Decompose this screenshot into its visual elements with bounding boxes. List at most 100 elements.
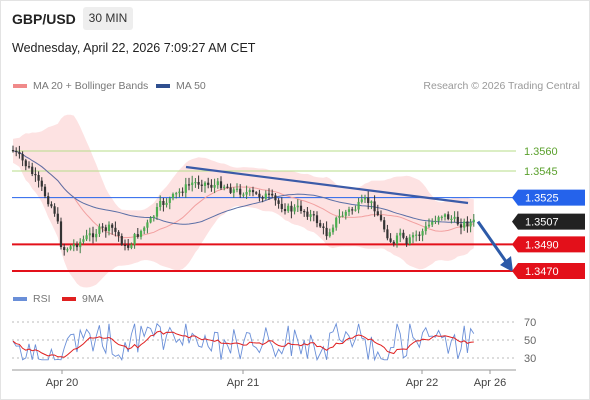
candle-body xyxy=(379,215,383,221)
candle-body xyxy=(139,231,143,237)
candle xyxy=(175,191,178,199)
candle xyxy=(191,175,194,192)
candle-body xyxy=(303,211,306,213)
candle-body xyxy=(91,233,95,238)
forecast-arrow-head xyxy=(500,256,513,272)
candle-body xyxy=(181,191,184,193)
candle xyxy=(171,192,175,201)
candle-body xyxy=(53,206,56,214)
candle xyxy=(344,209,347,220)
candle-body xyxy=(226,186,229,188)
candle-body xyxy=(264,193,267,199)
price-tag-bg-4 xyxy=(512,236,585,253)
candle-body xyxy=(280,203,283,209)
candle xyxy=(219,176,223,190)
price-tag-target: 1.3560 xyxy=(524,146,558,158)
candle-body xyxy=(440,216,443,218)
candle xyxy=(328,228,331,238)
candle-body xyxy=(127,245,130,248)
price-tag-label-4: 1.3490 xyxy=(525,239,559,251)
candle xyxy=(143,226,146,235)
candle xyxy=(136,228,139,239)
candle-body xyxy=(437,217,440,221)
candle-body xyxy=(296,205,299,208)
candle-body xyxy=(383,220,386,230)
candle xyxy=(133,232,136,249)
candle-body xyxy=(66,249,69,251)
candle xyxy=(101,223,104,233)
candle xyxy=(424,221,427,235)
candle xyxy=(98,223,101,237)
candle-body xyxy=(325,227,328,237)
candle xyxy=(95,229,98,242)
candle-body xyxy=(434,220,437,222)
price-tag-label-2: 1.3525 xyxy=(525,193,559,205)
candle-body xyxy=(213,185,216,188)
credit-text: Research © 2026 Trading Central xyxy=(423,80,580,92)
candle-body xyxy=(31,166,34,174)
candle-body xyxy=(88,233,91,236)
candle-body xyxy=(376,211,379,216)
candle-body xyxy=(143,227,146,231)
candle-body xyxy=(111,224,114,228)
candle xyxy=(338,209,341,224)
candle xyxy=(351,207,354,215)
candle xyxy=(251,186,255,197)
candle xyxy=(456,211,459,226)
candle xyxy=(79,238,82,254)
candle-body xyxy=(408,237,411,244)
candle-body xyxy=(315,215,319,224)
candle-body xyxy=(101,226,104,228)
candle-body xyxy=(159,201,162,207)
candle xyxy=(293,204,296,215)
candle xyxy=(152,215,155,222)
candle xyxy=(194,178,197,188)
candle xyxy=(75,241,79,251)
candle xyxy=(56,207,59,224)
candle xyxy=(53,203,56,217)
candle-body xyxy=(219,181,223,189)
candle-body xyxy=(34,174,37,176)
candle-body xyxy=(232,189,235,193)
legend-rsi: RSI xyxy=(13,293,51,305)
candle-body xyxy=(427,224,431,227)
candle xyxy=(261,195,264,203)
resistance-trendline xyxy=(185,165,469,205)
rsi-tick-label-70: 70 xyxy=(524,317,536,329)
candle xyxy=(280,197,283,213)
candle xyxy=(373,195,376,217)
candle-body xyxy=(443,214,447,217)
candle xyxy=(392,240,395,247)
candle-body xyxy=(421,231,424,236)
x-tick-label-1: Apr 21 xyxy=(227,377,259,389)
candle-body xyxy=(216,181,219,186)
candle xyxy=(239,184,242,198)
candle xyxy=(325,221,328,240)
candle-body xyxy=(194,182,197,184)
price-tag-bg-2 xyxy=(512,189,585,206)
candle xyxy=(450,215,453,224)
price-tag-pivot: 1.3525 xyxy=(512,189,585,206)
candle-body xyxy=(50,204,53,207)
candle xyxy=(312,210,315,222)
timeframe-button[interactable]: 30 MIN xyxy=(83,7,133,30)
candle xyxy=(162,197,165,212)
candle-body xyxy=(155,207,159,217)
candle xyxy=(319,219,322,228)
candle-body xyxy=(373,201,376,212)
candle-body xyxy=(168,198,171,203)
candle xyxy=(347,206,351,216)
candle-body xyxy=(171,193,175,199)
candle xyxy=(370,200,373,210)
candle-body xyxy=(56,213,59,222)
candle-body xyxy=(360,199,363,202)
candle-body xyxy=(287,205,290,212)
price-tag-label-1: 1.3545 xyxy=(524,166,558,178)
rsi-tick-label-50: 50 xyxy=(524,335,536,347)
candle-body xyxy=(21,154,24,161)
price-tag-support: 1.3490 xyxy=(512,236,585,253)
candle xyxy=(47,192,50,207)
candle xyxy=(277,197,280,209)
candle-body xyxy=(98,226,101,234)
candle-body xyxy=(367,197,370,203)
